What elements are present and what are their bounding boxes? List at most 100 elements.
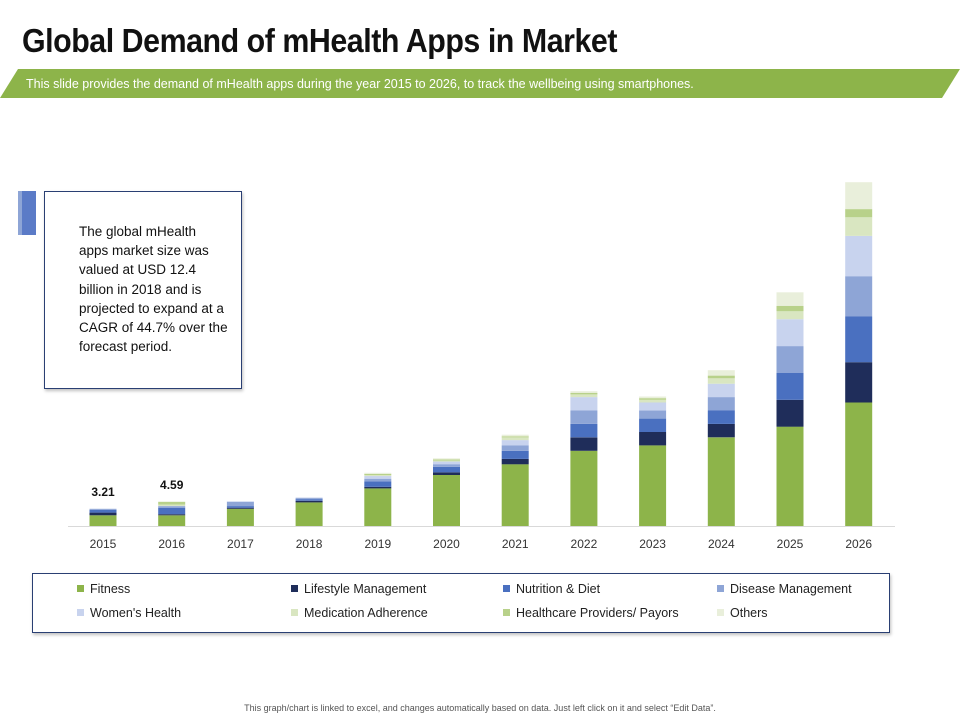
bar-2015-disease-management <box>89 508 117 510</box>
bar-2026-others <box>845 182 873 210</box>
bar-2023-disease-management <box>639 410 667 419</box>
bar-2024-disease-management <box>707 397 735 411</box>
bar-2021-others <box>501 434 529 437</box>
legend-item: Fitness <box>77 582 130 596</box>
bar-2023-healthcare-providers-payors <box>639 398 667 400</box>
bar-2026-nutrition-diet <box>845 316 873 363</box>
x-tick-label-2017: 2017 <box>227 537 254 551</box>
bar-2026-medication-adherence <box>845 217 873 236</box>
bar-2022-fitness <box>570 450 598 526</box>
banner-fill <box>0 69 960 98</box>
x-tick-label-2016: 2016 <box>158 537 185 551</box>
bar-2024-fitness <box>707 437 735 526</box>
legend-swatch <box>291 609 298 616</box>
bar-2025-fitness <box>776 426 804 526</box>
bar-2017-disease-management <box>226 501 254 507</box>
bar-2015-fitness <box>89 515 117 526</box>
legend-swatch <box>77 585 84 592</box>
bar-2019-women-s-health <box>364 476 392 479</box>
x-tick-label-2026: 2026 <box>845 537 872 551</box>
bar-2020-lifestyle-management <box>433 472 460 475</box>
legend-swatch <box>503 585 510 592</box>
bar-2026-women-s-health <box>845 235 873 277</box>
footnote: This graph/chart is linked to excel, and… <box>244 703 716 713</box>
bar-2020-disease-management <box>433 464 460 467</box>
x-tick-label-2022: 2022 <box>571 537 598 551</box>
bar-2018-women-s-health <box>295 497 323 498</box>
bar-2022-others <box>570 391 598 393</box>
x-tick-label-2025: 2025 <box>777 537 804 551</box>
bar-2016-medication-adherence <box>158 504 186 507</box>
legend-item: Medication Adherence <box>291 606 428 620</box>
legend-label: Medication Adherence <box>304 606 428 620</box>
callout-tab-edge <box>18 191 22 235</box>
legend-label: Healthcare Providers/ Payors <box>516 606 679 620</box>
x-tick-label-2021: 2021 <box>502 537 529 551</box>
bar-2019-medication-adherence <box>364 475 392 477</box>
bar-2019-disease-management <box>364 478 392 482</box>
bar-2021-healthcare-providers-payors <box>501 436 529 438</box>
bar-2016-fitness <box>158 515 186 526</box>
callout-box: The global mHealth apps market size was … <box>44 191 242 389</box>
bar-2017-nutrition-diet <box>226 506 254 508</box>
stacked-bar-chart: 2015 2016 2017 2018 2019 2020 2021 2022 2023 2024… <box>68 182 895 551</box>
bar-2025-nutrition-diet <box>776 372 804 400</box>
legend-swatch <box>77 609 84 616</box>
bar-2025-others <box>776 292 804 306</box>
legend-swatch <box>291 585 298 592</box>
bar-2022-medication-adherence <box>570 394 598 398</box>
bar-2019-healthcare-providers-payors <box>364 473 392 475</box>
data-label-2016: 4.59 <box>160 478 184 492</box>
bar-2019-lifestyle-management <box>364 486 392 489</box>
bar-2023-others <box>639 396 667 399</box>
bar-2023-fitness <box>639 445 667 526</box>
bar-2022-lifestyle-management <box>570 437 598 451</box>
legend-label: Women's Health <box>90 606 182 620</box>
callout-accent-tab <box>18 191 36 235</box>
bar-2020-medication-adherence <box>433 460 460 462</box>
bar-2024-lifestyle-management <box>707 423 735 438</box>
x-tick-label-2020: 2020 <box>433 537 460 551</box>
bar-2017-women-s-health <box>226 501 254 502</box>
bar-2025-lifestyle-management <box>776 399 804 427</box>
legend-label: Disease Management <box>730 582 852 596</box>
bar-2023-women-s-health <box>639 402 667 411</box>
bar-2019-nutrition-diet <box>364 481 392 487</box>
bar-2020-nutrition-diet <box>433 466 460 473</box>
legend-item: Nutrition & Diet <box>503 582 600 596</box>
bar-2017-fitness <box>226 508 254 526</box>
bar-2022-healthcare-providers-payors <box>570 392 598 395</box>
legend-label: Others <box>730 606 768 620</box>
legend-swatch <box>717 585 724 592</box>
legend-label: Fitness <box>90 582 131 596</box>
bar-2020-fitness <box>433 475 460 526</box>
legend-label: Lifestyle Management <box>304 582 427 596</box>
bar-2019-others <box>364 472 392 474</box>
legend-item: Women's Health <box>77 606 181 620</box>
legend-item: Lifestyle Management <box>291 582 426 596</box>
bar-2020-women-s-health <box>433 461 460 465</box>
bar-2016-disease-management <box>158 506 186 508</box>
bar-2026-fitness <box>845 402 873 526</box>
bar-2021-nutrition-diet <box>501 450 529 459</box>
bar-2021-women-s-health <box>501 440 529 446</box>
x-tick-label-2018: 2018 <box>296 537 323 551</box>
callout-text: The global mHealth apps market size was … <box>79 224 228 355</box>
bar-2015-lifestyle-management <box>89 512 117 516</box>
bar-2017-lifestyle-management <box>226 507 254 509</box>
x-tick-label-2015: 2015 <box>90 537 117 551</box>
callout-tab-fill <box>22 191 36 235</box>
bar-2025-women-s-health <box>776 319 804 347</box>
bar-2015-nutrition-diet <box>89 509 117 513</box>
chart-legend: Fitness Lifestyle Management Nutrition & D… <box>32 573 890 633</box>
bar-2024-medication-adherence <box>707 378 735 384</box>
page-title: Global Demand of mHealth Apps in Market <box>22 22 617 59</box>
legend-item: Healthcare Providers/ Payors <box>503 606 679 620</box>
bar-2016-nutrition-diet <box>158 507 186 515</box>
bar-2018-fitness <box>295 502 323 526</box>
bar-2020-healthcare-providers-payors <box>433 459 460 461</box>
bar-2024-healthcare-providers-payors <box>707 375 735 379</box>
bar-2021-lifestyle-management <box>501 458 529 465</box>
banner-shape <box>0 69 960 98</box>
legend-swatch <box>503 609 510 616</box>
